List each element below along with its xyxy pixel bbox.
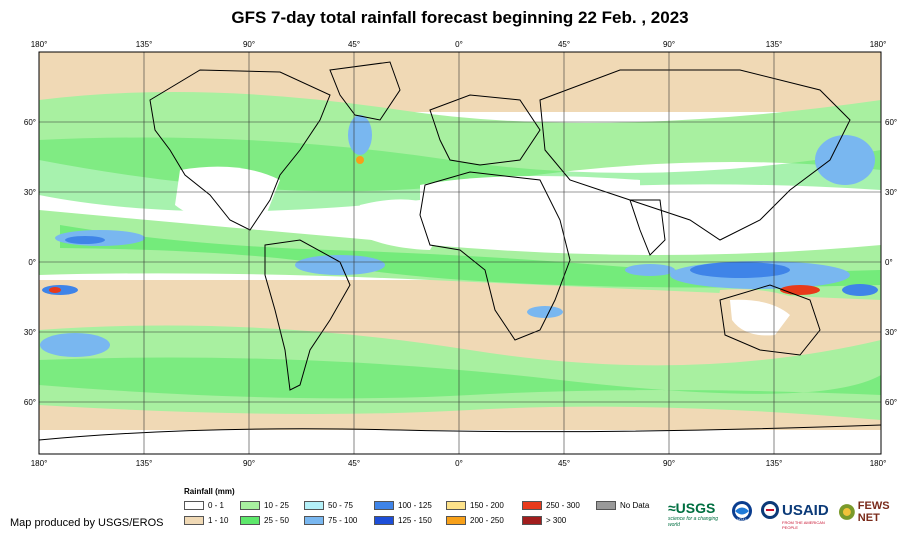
lon-label: 90° — [243, 459, 255, 468]
coastlines — [39, 61, 881, 441]
legend-item: 100 - 125 — [374, 501, 432, 511]
usaid-logo: USAID FROM THE AMERICAN PEOPLE — [760, 500, 840, 530]
usaid-tagline: FROM THE AMERICAN PEOPLE — [782, 520, 825, 530]
lat-label: 30° — [885, 188, 897, 197]
lon-label: 45° — [558, 40, 570, 49]
legend-swatch — [374, 501, 394, 510]
fews-logo-text: FEWS NET — [857, 500, 890, 524]
lon-label: 0° — [455, 40, 463, 49]
graticule — [39, 52, 881, 454]
lon-labels-top: 180° 135° 90° 45° 0° 45° 90° 135° 180° — [31, 40, 887, 49]
lon-label: 45° — [348, 40, 360, 49]
legend-swatch — [522, 501, 542, 510]
legend-label: 150 - 200 — [470, 501, 504, 510]
lat-label: 30° — [24, 188, 36, 197]
legend-swatch — [446, 516, 466, 525]
lon-label: 135° — [136, 459, 153, 468]
legend-label: 250 - 300 — [546, 501, 580, 510]
legend-item: 200 - 250 — [446, 516, 504, 526]
legend-item: 50 - 75 — [304, 501, 353, 511]
legend-swatch — [596, 501, 616, 510]
usgs-logo: ≈USGS science for a changing world — [668, 500, 730, 530]
legend-label: 75 - 100 — [328, 516, 358, 525]
lon-label: 90° — [663, 40, 675, 49]
lon-label: 180° — [870, 40, 887, 49]
lon-label: 45° — [348, 459, 360, 468]
legend-swatch — [184, 501, 204, 510]
legend-label: 10 - 25 — [264, 501, 289, 510]
legend-swatch — [304, 516, 324, 525]
lat-label: 60° — [885, 118, 897, 127]
legend-item: 125 - 150 — [374, 516, 432, 526]
lon-label: 180° — [31, 459, 48, 468]
legend-item: No Data — [596, 501, 649, 511]
lat-label: 30° — [885, 328, 897, 337]
legend-label: 125 - 150 — [398, 516, 432, 525]
lat-label: 60° — [24, 118, 36, 127]
legend-swatch — [522, 516, 542, 525]
legend-swatch — [184, 516, 204, 525]
noaa-logo-text: NOAA — [737, 518, 748, 522]
lon-label: 135° — [766, 40, 783, 49]
lon-label: 0° — [455, 459, 463, 468]
legend-title: Rainfall (mm) — [184, 487, 235, 496]
lon-label: 45° — [558, 459, 570, 468]
legend-item: > 300 — [522, 516, 566, 526]
lon-label: 180° — [31, 40, 48, 49]
legend-item: 75 - 100 — [304, 516, 357, 526]
legend-label: 100 - 125 — [398, 501, 432, 510]
fews-net-logo: FEWS NET — [838, 500, 914, 530]
lat-labels-left: 60° 30° 0° 30° 60° — [24, 118, 36, 407]
legend-item: 25 - 50 — [240, 516, 289, 526]
lat-label: 60° — [24, 398, 36, 407]
lon-labels-bottom: 180° 135° 90° 45° 0° 45° 90° 135° 180° — [31, 459, 887, 468]
usgs-logo-text: ≈USGS — [668, 500, 716, 516]
noaa-logo: NOAA — [731, 500, 753, 530]
lon-label: 90° — [663, 459, 675, 468]
lat-label: 0° — [28, 258, 36, 267]
lon-label: 135° — [766, 459, 783, 468]
legend-item: 250 - 300 — [522, 501, 580, 511]
credit-text: Map produced by USGS/EROS — [10, 517, 164, 529]
legend-item: 0 - 1 — [184, 501, 224, 511]
legend-item: 10 - 25 — [240, 501, 289, 511]
legend-label: 1 - 10 — [208, 516, 229, 525]
legend-label: 50 - 75 — [328, 501, 353, 510]
legend-swatch — [240, 501, 260, 510]
lat-label: 30° — [24, 328, 36, 337]
legend-label: No Data — [620, 501, 650, 510]
lon-label: 90° — [243, 40, 255, 49]
lon-label: 135° — [136, 40, 153, 49]
legend-item: 1 - 10 — [184, 516, 228, 526]
legend-swatch — [374, 516, 394, 525]
map-title: GFS 7-day total rainfall forecast beginn… — [231, 8, 689, 27]
legend-label: 25 - 50 — [264, 516, 289, 525]
legend-swatch — [446, 501, 466, 510]
usgs-tagline: science for a changing world — [668, 516, 719, 528]
map-frame — [38, 51, 882, 455]
lat-labels-right: 60° 30° 0° 30° 60° — [885, 118, 897, 407]
usaid-logo-text: USAID — [782, 501, 829, 519]
legend-item: 150 - 200 — [446, 501, 504, 511]
legend-label: 200 - 250 — [470, 516, 504, 525]
legend-label: > 300 — [546, 516, 567, 525]
lat-label: 0° — [885, 258, 893, 267]
legend-swatch — [240, 516, 260, 525]
legend-label: 0 - 1 — [208, 501, 225, 510]
legend-swatch — [304, 501, 324, 510]
lon-label: 180° — [870, 459, 887, 468]
lat-label: 60° — [885, 398, 897, 407]
